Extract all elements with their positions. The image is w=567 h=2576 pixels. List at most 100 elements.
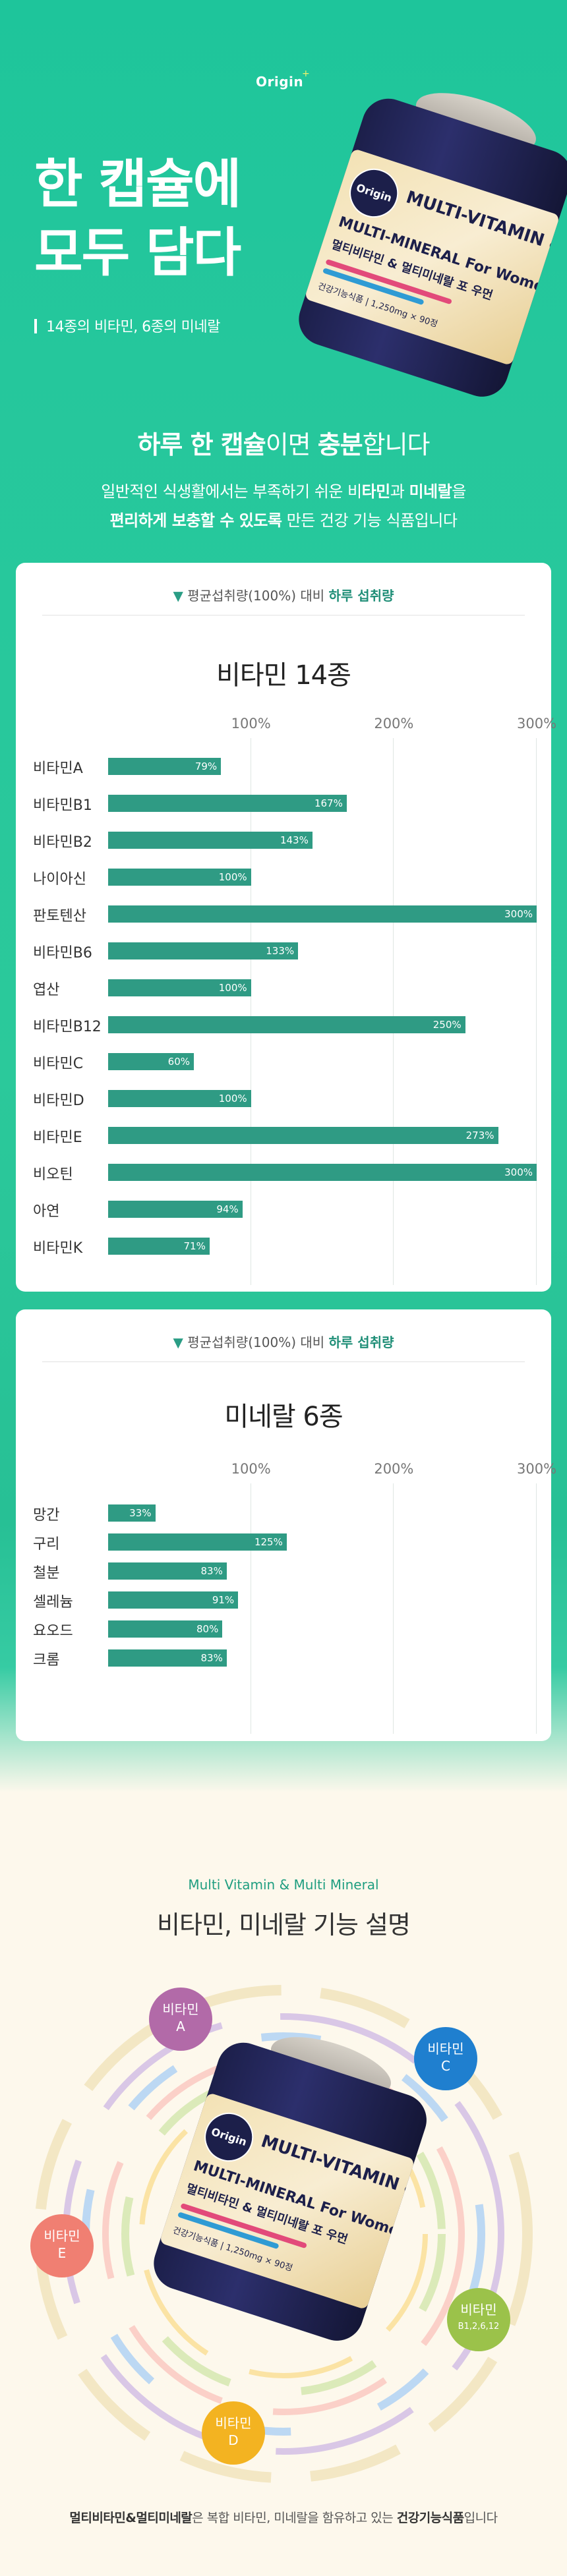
bubble-label: 비타민 (427, 2041, 464, 2057)
category-label: 비타민B1 (33, 797, 92, 814)
category-label: 셀레늄 (33, 1594, 73, 1611)
desc-text: 일반적인 식생활에서는 부족하기 쉬운 비 (101, 482, 362, 501)
data-value-label: 83% (200, 1565, 223, 1577)
data-bar (108, 1504, 156, 1522)
hero-section: Origin + 한 캡슐에 모두 담다 14종의 비타민, 6종의 미네랄 O… (0, 0, 567, 1792)
data-value-label: 71% (183, 1240, 206, 1252)
data-bar (108, 1201, 243, 1218)
intro-title-bold-1: 하루 한 캡슐 (137, 430, 266, 459)
category-label: 비타민B12 (33, 1019, 102, 1035)
data-value-label: 300% (504, 1166, 533, 1178)
subline-text: 14종의 비타민, 6종의 미네랄 (46, 319, 220, 335)
data-value-label: 83% (200, 1652, 223, 1664)
mineral-chart-card: ▼ 평균섭취량(100%) 대비 하루 섭취량 미네랄 6종 100% 200% 3… (16, 1309, 556, 1741)
card-header-text: 평균섭취량(100%) 대비 (183, 1334, 329, 1350)
axis-tick-label: 100% (231, 716, 271, 731)
data-bar (108, 1090, 251, 1107)
vitamin-chart-title: 비타민 14종 (216, 660, 351, 691)
intro-description: 일반적인 식생활에서는 부족하기 쉬운 비타민과 미네랄을 편리하게 보충할 수… (0, 477, 567, 535)
function-section: Multi Vitamin & Multi Mineral 비타민, 미네랄 기… (0, 1792, 567, 2576)
bubble-label: 비타민 (162, 2001, 199, 2017)
data-bar (108, 905, 537, 923)
axis-tick-label: 100% (231, 1461, 271, 1477)
bottle-logo: Origin (198, 2106, 260, 2168)
gridline (393, 1483, 394, 1734)
desc-bold: 타민 (361, 482, 391, 501)
bubble-sub: A (176, 2018, 185, 2034)
vitamin-chart-card: ▼ 평균섭취량(100%) 대비 하루 섭취량 비타민 14종 100% 200%… (16, 563, 556, 1292)
data-bar (108, 758, 222, 775)
axis-tick-label: 300% (517, 716, 557, 731)
bottle-logo: Origin (343, 162, 405, 224)
category-label: 비타민C (33, 1056, 84, 1072)
desc-text: 만든 건강 기능 식품입니다 (282, 511, 458, 530)
vitamin-card-header: ▼ 평균섭취량(100%) 대비 하루 섭취량 (42, 585, 525, 615)
hero-headline: 한 캡슐에 모두 담다 (34, 150, 241, 287)
desc-text: 과 (390, 482, 409, 501)
bubble-label: 비타민 (44, 2228, 80, 2244)
caption-bold: 멀티비타민&멀티미네랄 (69, 2511, 193, 2525)
headline-line-1: 한 캡슐에 (34, 154, 241, 215)
vitamin-d-bubble: 비타민 D (202, 2401, 265, 2465)
axis-tick-label: 200% (374, 1461, 414, 1477)
data-value-label: 79% (194, 760, 218, 772)
category-label: 크롬 (33, 1652, 60, 1669)
bubble-sub: C (441, 2058, 450, 2074)
brand-star-icon: + (302, 69, 310, 79)
category-label: 엽산 (33, 982, 60, 998)
intro-desc-line-1: 일반적인 식생활에서는 부족하기 쉬운 비타민과 미네랄을 (0, 477, 567, 506)
card-header-bold: 하루 섭취량 (328, 588, 394, 604)
category-label: 아연 (33, 1203, 60, 1220)
bubble-label: 비타민 (215, 2415, 252, 2431)
triangle-down-icon: ▼ (173, 1334, 183, 1350)
data-bar (108, 1562, 227, 1580)
intro-desc-line-2: 편리하게 보충할 수 있도록 만든 건강 기능 식품입니다 (0, 506, 567, 535)
gridline (536, 738, 537, 1285)
brand-logo: Origin (256, 74, 304, 90)
category-label: 나이아신 (33, 871, 86, 888)
data-bar (108, 1591, 239, 1609)
category-label: 판토텐산 (33, 908, 86, 925)
category-label: 비타민A (33, 760, 83, 777)
vitamin-e-bubble: 비타민 E (30, 2214, 94, 2277)
data-bar (108, 832, 313, 849)
data-bar (108, 979, 251, 996)
category-label: 비타민K (33, 1240, 83, 1257)
category-label: 비오틴 (33, 1166, 73, 1183)
data-value-label: 167% (314, 797, 343, 809)
desc-bold: 편리하게 보충할 수 있도록 (109, 511, 282, 530)
intro-title-text-1: 이면 (265, 430, 318, 459)
data-bar (108, 1053, 194, 1070)
caption-text: 은 복합 비타민, 미네랄을 함유하고 있는 (192, 2511, 397, 2525)
category-label: 비타민D (33, 1093, 84, 1109)
category-label: 비타민E (33, 1130, 82, 1146)
data-value-label: 273% (465, 1130, 494, 1141)
mineral-chart-title: 미네랄 6종 (224, 1402, 343, 1432)
card-header-text: 평균섭취량(100%) 대비 (183, 588, 329, 604)
data-bar (108, 1164, 537, 1181)
category-label: 비타민B6 (33, 945, 92, 961)
category-label: 요오드 (33, 1623, 73, 1640)
data-value-label: 133% (266, 945, 295, 957)
data-value-label: 100% (218, 982, 247, 994)
data-bar (108, 1238, 210, 1255)
category-label: 비타민B2 (33, 834, 92, 851)
function-eyebrow: Multi Vitamin & Multi Mineral (188, 1877, 379, 1893)
bubble-label: 비타민 (460, 2302, 497, 2318)
gridline (536, 1483, 537, 1734)
category-label: 망간 (33, 1507, 60, 1524)
product-bottle-image: Origin MULTI-VITAMIN & MULTI-MINERAL For… (265, 59, 567, 416)
caption-bold: 건강기능식품 (396, 2511, 464, 2525)
intro-title-bold-2: 충분 (317, 430, 363, 459)
function-title: 비타민, 미네랄 기능 설명 (157, 1910, 411, 1939)
axis-tick-label: 300% (517, 1461, 557, 1477)
intro-title: 하루 한 캡슐이면 충분합니다 (0, 424, 567, 461)
axis-tick-label: 200% (374, 716, 414, 731)
data-value-label: 100% (218, 871, 247, 883)
category-label: 철분 (33, 1565, 60, 1582)
data-value-label: 80% (196, 1623, 219, 1635)
mineral-card-header: ▼ 평균섭취량(100%) 대비 하루 섭취량 (42, 1332, 525, 1362)
data-value-label: 100% (218, 1093, 247, 1104)
triangle-down-icon: ▼ (173, 588, 183, 604)
data-value-label: 250% (433, 1019, 462, 1031)
